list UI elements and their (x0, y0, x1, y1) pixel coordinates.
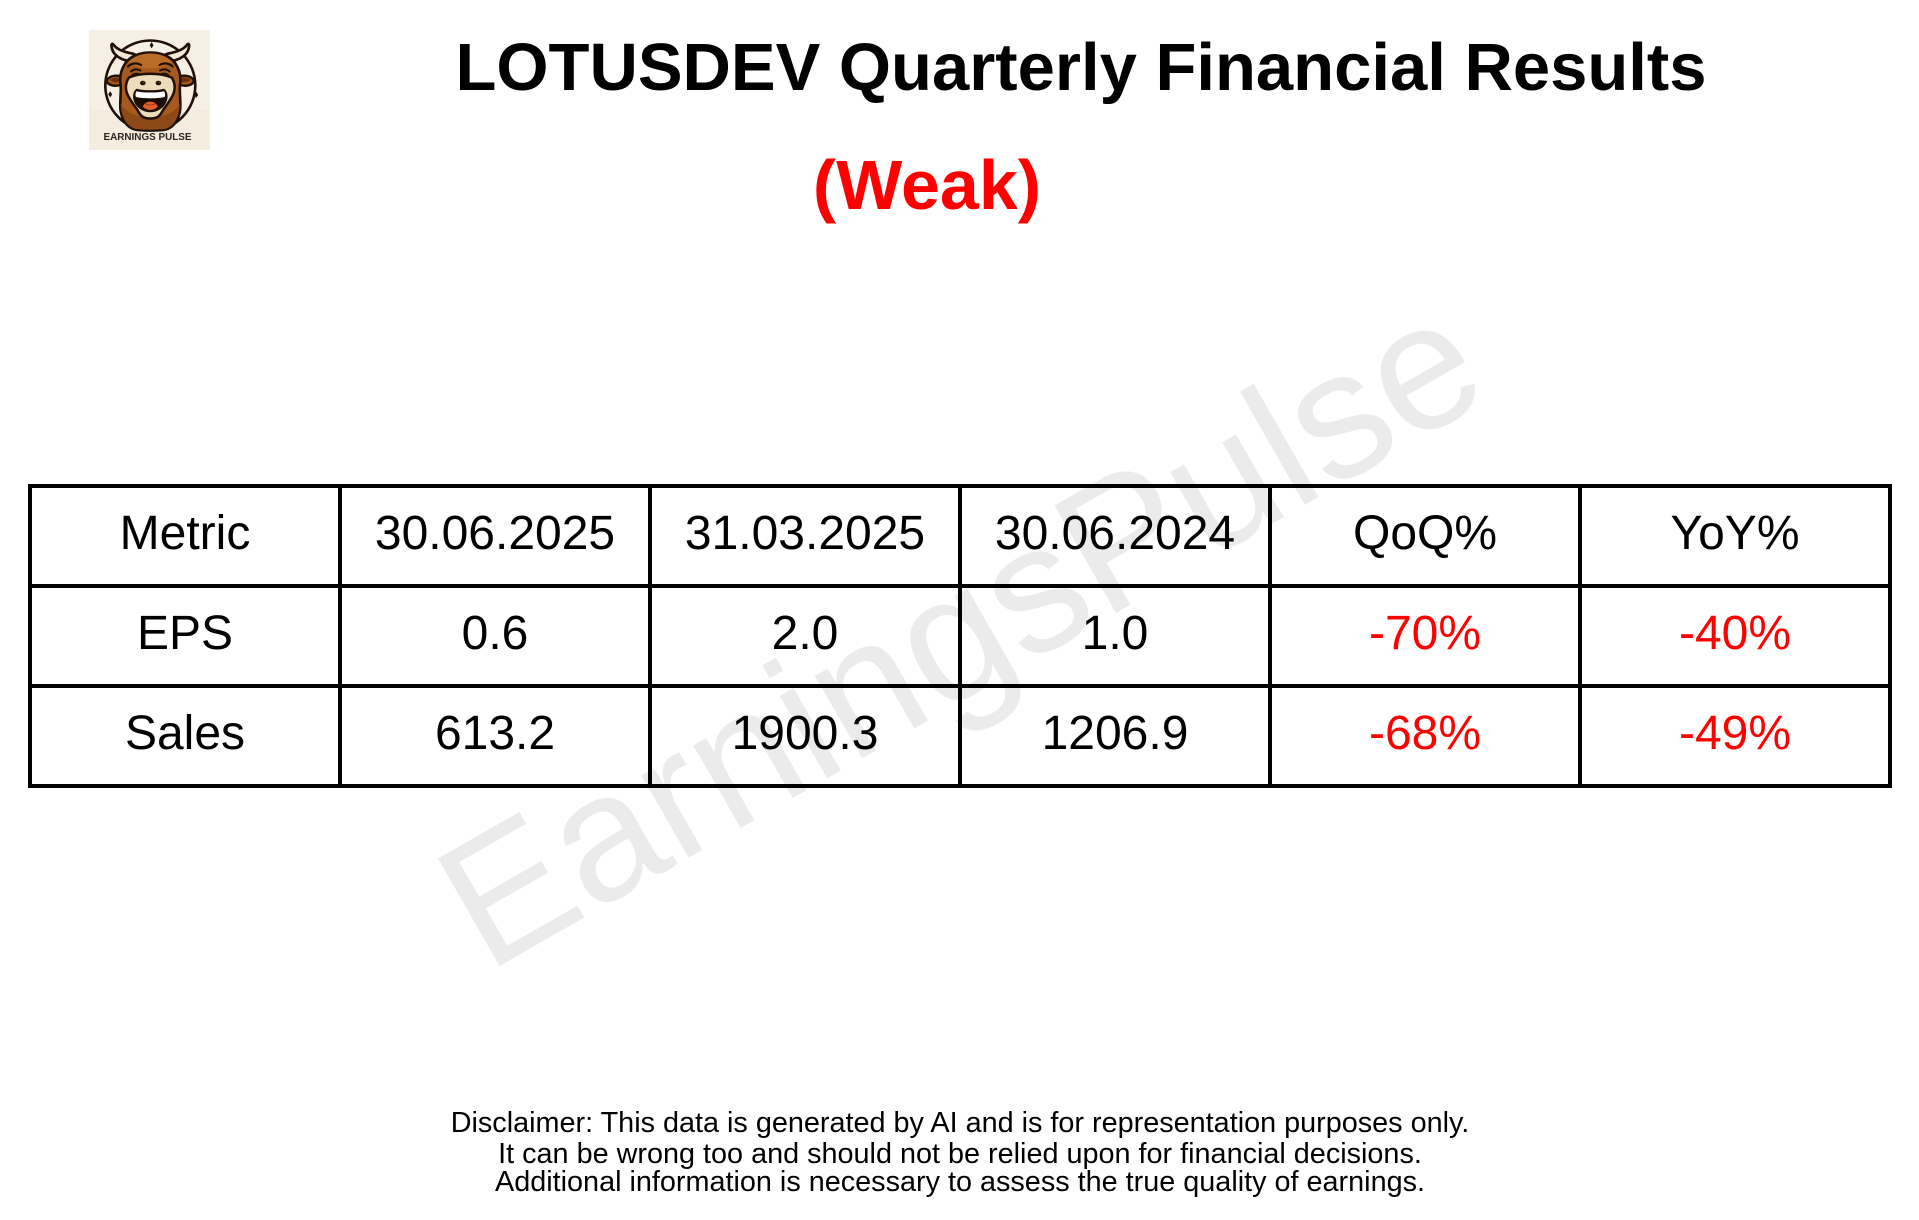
svg-text:EARNINGS PULSE: EARNINGS PULSE (104, 132, 192, 143)
